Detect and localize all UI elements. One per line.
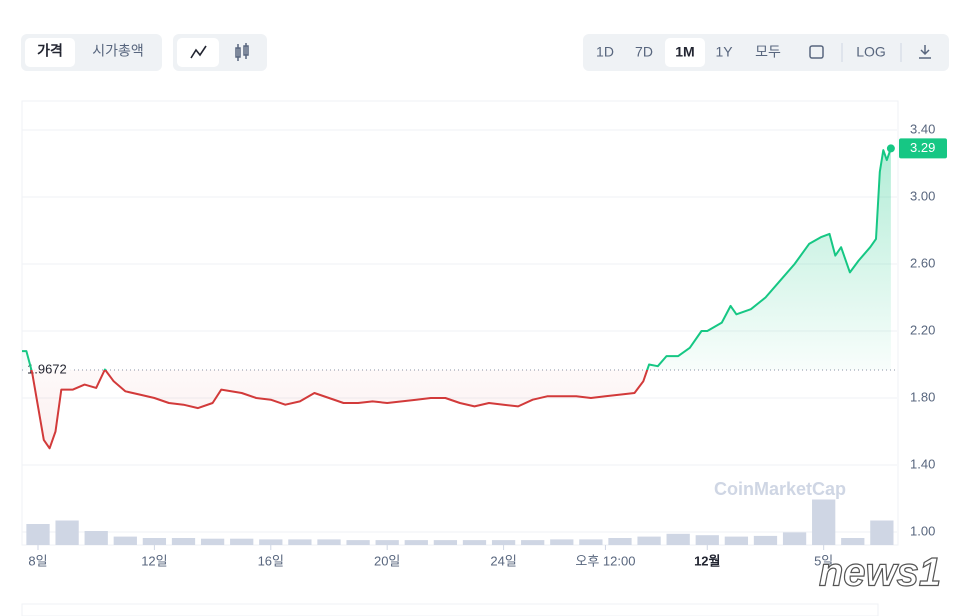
y-tick-label: 3.00 (910, 188, 935, 203)
marketcap-tab[interactable]: 시가총액 (92, 43, 144, 59)
volume-bar (666, 533, 690, 545)
y-tick-label: 2.60 (910, 255, 935, 270)
volume-bar (346, 540, 370, 545)
volume-bar (521, 540, 545, 545)
volume-bar (26, 524, 50, 545)
x-tick-label: 8일 (28, 553, 47, 568)
range-7d[interactable]: 7D (635, 44, 653, 60)
x-tick-label: 20일 (374, 553, 400, 568)
range-all[interactable]: 모두 (755, 44, 781, 60)
volume-bar (375, 540, 399, 545)
range-1y[interactable]: 1Y (715, 44, 733, 60)
log-button[interactable]: LOG (856, 44, 886, 60)
last-point (886, 144, 895, 153)
volume-bar (404, 540, 428, 545)
volume-bar (491, 540, 516, 545)
credit-logo: news1 (819, 551, 941, 595)
watermark: CoinMarketCap (714, 479, 846, 499)
volume-bar (462, 540, 487, 545)
price-tag-label: 3.29 (910, 140, 935, 155)
y-tick-label: 1.80 (910, 389, 935, 404)
range-1m[interactable]: 1M (675, 44, 694, 60)
x-tick-label: 16일 (258, 553, 284, 568)
volume-bar (230, 538, 254, 545)
volume-bar (637, 536, 661, 545)
x-tick-label: 24일 (490, 553, 516, 568)
volume-bar (84, 531, 108, 545)
volume-bar (550, 539, 574, 545)
volume-bar (142, 538, 167, 545)
volume-bar (259, 539, 283, 545)
volume-bar (695, 535, 719, 545)
volume-bar (288, 539, 312, 545)
x-tick-label: 12일 (141, 553, 167, 568)
volume-bar (171, 538, 196, 545)
bottom-strip (21, 603, 879, 616)
volume-bar (433, 540, 458, 545)
calendar-button[interactable] (809, 45, 824, 59)
price-area (22, 148, 891, 449)
volume-bar (812, 499, 836, 545)
volume-bar (608, 538, 632, 545)
y-tick-label: 1.00 (910, 523, 935, 538)
price-line (22, 148, 892, 450)
volume-bar (317, 539, 341, 545)
active-view (25, 38, 75, 67)
candle-button[interactable] (235, 43, 249, 61)
volume-bar (782, 532, 807, 545)
y-tick-label: 2.20 (910, 322, 935, 337)
volume-bar (113, 536, 137, 545)
x-tick-label: 12월 (694, 553, 720, 568)
y-tick-label: 3.40 (910, 121, 935, 136)
volume (26, 499, 894, 545)
volume-bar (55, 520, 79, 545)
plot-frame (21, 100, 899, 546)
price-tag (899, 138, 947, 159)
line-icon (190, 45, 207, 59)
volume-bar (841, 538, 865, 545)
y-tick-label: 1.40 (910, 456, 935, 471)
download-button[interactable] (919, 45, 931, 59)
x-tick-label: 5일 (814, 553, 833, 568)
volume-bar (870, 520, 894, 545)
price-tab[interactable]: 가격 (37, 43, 63, 59)
volume-bar (579, 539, 603, 545)
x-tick-label: 오후 12:00 (575, 553, 635, 568)
range-1d[interactable]: 1D (596, 44, 614, 60)
volume-bar (200, 538, 225, 545)
volume-bar (753, 535, 778, 545)
active-range (665, 38, 705, 67)
volume-bar (724, 536, 749, 545)
